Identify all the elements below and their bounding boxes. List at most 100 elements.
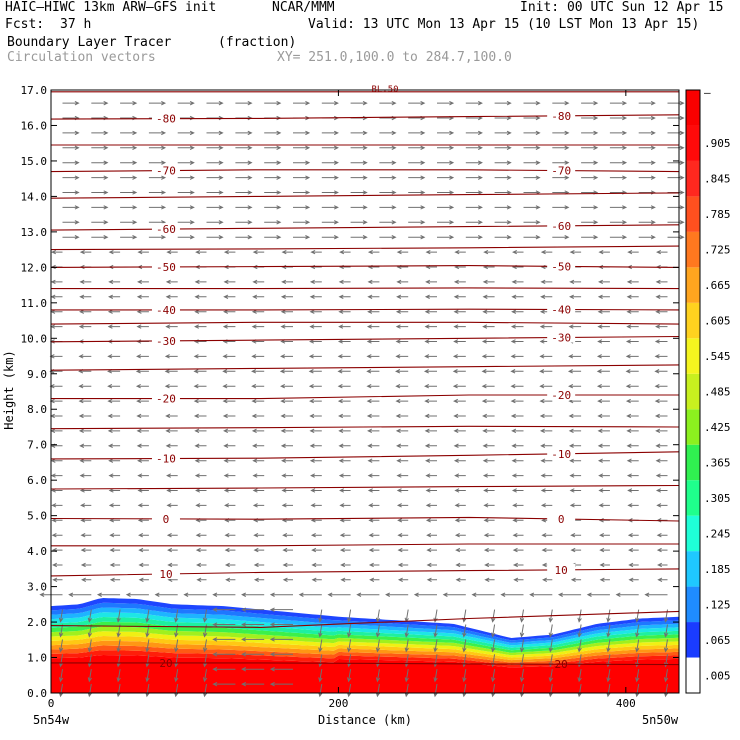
isotherm-label: 0: [163, 513, 170, 526]
vector-237: [541, 532, 553, 538]
vector-14: [462, 684, 467, 698]
vector-776: [235, 160, 253, 165]
vector-497: [424, 354, 437, 359]
vector-435: [539, 398, 553, 404]
vector-432: [453, 398, 466, 404]
vector-231: [368, 532, 380, 538]
vector-612: [569, 279, 582, 285]
vector-71: [202, 639, 208, 653]
vector-713: [321, 205, 339, 210]
colorbar-frame: [685, 89, 701, 694]
vector-267: [137, 503, 149, 508]
vector-757: [321, 175, 339, 180]
vector-209: [368, 547, 380, 553]
colorbar: .005 .065 .125 .185 .245 .305 .365 .425 .485 .545…: [685, 86, 731, 694]
vector-608: [453, 279, 466, 285]
vector-269: [195, 503, 207, 508]
vector-164: [340, 577, 351, 583]
vector-658: [627, 249, 639, 255]
isotherm-15: [50, 610, 680, 628]
axes: 0.0 1.0 2.0 3.0 4.0 5.0 6.0 7.0 8.0 9.0 10.0 11.0 12…: [21, 84, 679, 710]
vector-39: [548, 669, 554, 683]
vector-50: [212, 652, 236, 657]
vector-527: [654, 339, 668, 344]
colorbar-swatch-13: [686, 196, 700, 232]
vector-146: [442, 592, 466, 597]
vector-793: [91, 145, 109, 151]
vector-496: [395, 354, 409, 359]
isotherm-label-bg: [547, 260, 576, 272]
vector-553: [136, 309, 149, 314]
vector-764: [523, 175, 541, 180]
vector-166: [397, 577, 409, 583]
vector-75: [318, 639, 323, 653]
vector-537: [309, 324, 322, 329]
tracer-band-0: [51, 655, 679, 693]
vector-429: [366, 398, 380, 404]
vector-768: [638, 175, 656, 180]
vector-718: [465, 205, 483, 210]
vector-236: [512, 532, 524, 538]
vector-357: [194, 443, 207, 448]
vector-854: [581, 115, 599, 121]
vector-650: [396, 249, 409, 255]
vector-613: [598, 279, 610, 285]
vector-377: [136, 428, 149, 434]
x-tick-label: 400: [616, 697, 636, 710]
vector-17: [548, 684, 554, 698]
vector-332: [108, 458, 121, 463]
vector-774: [177, 160, 195, 165]
vector-672: [408, 235, 426, 240]
vector-304: [569, 488, 582, 493]
isotherm-label: -50: [156, 261, 176, 274]
vector-720: [523, 205, 541, 210]
vector-580: [280, 294, 293, 299]
vector-113: [145, 609, 150, 623]
vector-572: [50, 294, 63, 299]
vector-1: [87, 684, 93, 698]
vector-530: [107, 324, 121, 329]
vector-490: [222, 354, 236, 359]
vector-570: [626, 309, 639, 314]
y-tick-label: 9.0: [27, 368, 47, 381]
vector-411: [482, 413, 495, 419]
vector-187: [368, 562, 380, 568]
vector-678: [581, 235, 599, 240]
vector-668: [293, 235, 311, 240]
vector-701: [609, 220, 628, 225]
vector-290: [166, 488, 178, 493]
vector-145: [413, 592, 437, 597]
vector-114: [174, 609, 179, 623]
colorbar-swatch-2: [686, 586, 700, 623]
vector-13: [433, 684, 438, 698]
vector-840: [177, 115, 195, 121]
colorbar-swatch-15: [686, 125, 700, 161]
vector-4: [174, 684, 179, 698]
vector-790: [638, 160, 656, 165]
vector-426: [280, 398, 293, 404]
vector-439: [654, 398, 668, 404]
isotherm-label: 10: [555, 564, 568, 577]
isotherm-5: [51, 543, 679, 547]
vector-118: [269, 607, 293, 612]
vector-27: [202, 669, 208, 683]
vector-6: [212, 681, 236, 687]
vector-203: [195, 547, 207, 553]
vector-53: [318, 654, 323, 668]
vector-299: [425, 488, 437, 493]
vector-730: [177, 190, 195, 195]
vector-141: [298, 592, 322, 597]
vector-821: [264, 130, 282, 136]
vector-363: [367, 443, 380, 448]
vector-3: [145, 684, 150, 698]
vector-477: [481, 369, 495, 374]
vector-472: [337, 369, 351, 374]
vector-851: [494, 115, 512, 121]
vector-680: [638, 235, 656, 240]
isotherm--20: [51, 394, 679, 400]
colorbar-swatch-12: [686, 231, 700, 268]
isotherm--55: [50, 245, 680, 251]
vector-354: [107, 443, 121, 448]
vector-581: [309, 294, 322, 299]
vector-315: [252, 473, 265, 478]
